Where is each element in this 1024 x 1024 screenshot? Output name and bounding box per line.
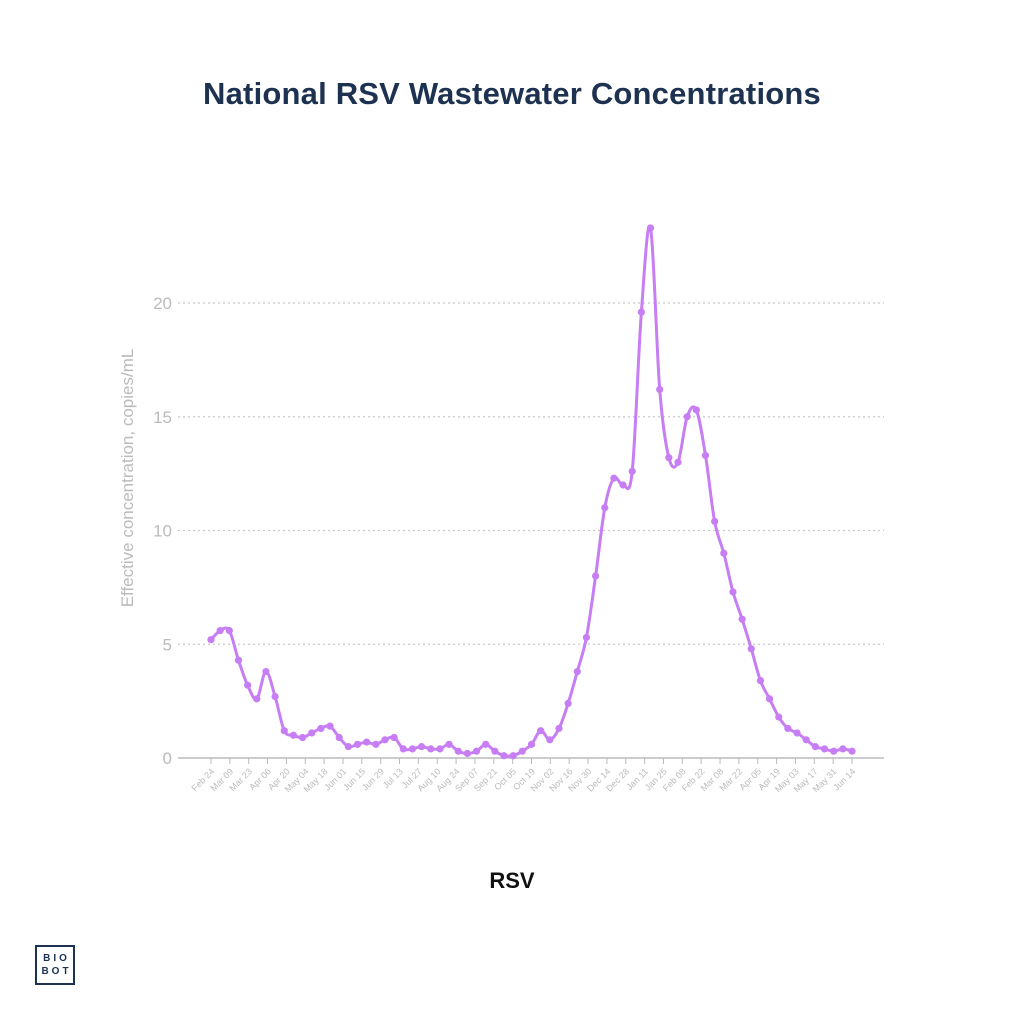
data-point xyxy=(280,727,288,735)
data-point xyxy=(253,695,261,703)
data-point xyxy=(518,747,526,755)
x-axis-label: RSV xyxy=(489,868,535,893)
data-point xyxy=(720,549,728,557)
data-point xyxy=(674,458,682,466)
data-point xyxy=(683,413,691,421)
data-point xyxy=(793,729,801,737)
data-point xyxy=(298,733,307,742)
data-point xyxy=(262,667,270,676)
data-point xyxy=(427,745,435,753)
data-point xyxy=(573,667,581,676)
y-tick-label-10: 10 xyxy=(153,522,172,541)
data-point xyxy=(527,740,536,748)
data-point xyxy=(372,740,380,748)
data-point xyxy=(289,731,298,739)
data-point xyxy=(482,740,490,748)
data-point xyxy=(701,451,710,460)
data-point xyxy=(592,572,600,580)
data-point xyxy=(326,722,334,730)
data-point xyxy=(445,740,453,748)
series-points xyxy=(207,224,856,760)
data-point xyxy=(784,724,792,733)
data-point xyxy=(656,385,664,394)
data-point xyxy=(207,636,215,644)
data-point xyxy=(756,677,765,685)
data-point xyxy=(555,724,563,733)
data-point xyxy=(244,681,252,689)
data-point xyxy=(711,517,719,526)
data-point xyxy=(765,695,774,703)
data-point xyxy=(399,745,407,753)
data-point xyxy=(537,727,545,735)
data-point xyxy=(637,308,645,316)
data-point xyxy=(344,743,352,751)
data-point xyxy=(418,743,426,751)
gridlines xyxy=(178,302,884,645)
data-point xyxy=(747,645,755,653)
x-tick-label: Jul 13 xyxy=(381,766,405,790)
data-point xyxy=(665,454,673,462)
data-point xyxy=(729,588,737,596)
y-tick-label-20: 20 xyxy=(153,294,172,313)
data-point xyxy=(619,481,627,489)
y-axis-ticks: 0 5 10 15 20 xyxy=(153,294,172,768)
data-point xyxy=(811,743,819,751)
data-point xyxy=(408,745,417,753)
data-point xyxy=(775,713,783,721)
data-point xyxy=(738,615,746,623)
data-point xyxy=(839,745,847,753)
data-point xyxy=(848,747,856,755)
data-point xyxy=(802,736,810,744)
data-point xyxy=(628,467,636,475)
y-tick-label-5: 5 xyxy=(163,635,172,654)
data-point xyxy=(463,749,471,758)
data-point xyxy=(500,752,508,760)
logo-line-2: BOT xyxy=(41,966,72,977)
y-tick-label-15: 15 xyxy=(153,408,172,427)
data-point xyxy=(830,747,838,755)
data-point xyxy=(363,738,371,746)
biobot-logo: BIO BOT xyxy=(35,945,75,985)
data-point xyxy=(381,736,389,744)
chart-title: National RSV Wastewater Concentrations xyxy=(203,76,821,111)
data-point xyxy=(692,406,700,414)
data-point xyxy=(646,224,655,232)
data-point xyxy=(216,627,224,635)
data-point xyxy=(353,740,362,748)
data-point xyxy=(472,747,481,755)
data-point xyxy=(582,633,591,642)
data-point xyxy=(491,747,499,755)
data-point xyxy=(610,474,618,482)
data-point xyxy=(601,504,609,512)
y-tick-label-0: 0 xyxy=(163,749,172,768)
data-point xyxy=(564,699,572,708)
y-axis-label: Effective concentration, copies/mL xyxy=(118,349,137,608)
data-point xyxy=(335,733,343,742)
data-point xyxy=(820,745,829,753)
data-point xyxy=(225,627,233,635)
data-point xyxy=(454,747,462,755)
data-point xyxy=(509,752,517,760)
data-point xyxy=(390,733,398,742)
series-line-rsv xyxy=(209,224,854,758)
logo-line-1: BIO xyxy=(43,953,70,964)
data-point xyxy=(234,656,243,664)
data-point xyxy=(436,745,444,753)
data-point xyxy=(546,736,554,744)
data-point xyxy=(308,729,316,737)
data-point xyxy=(271,692,279,701)
data-point xyxy=(317,724,325,733)
